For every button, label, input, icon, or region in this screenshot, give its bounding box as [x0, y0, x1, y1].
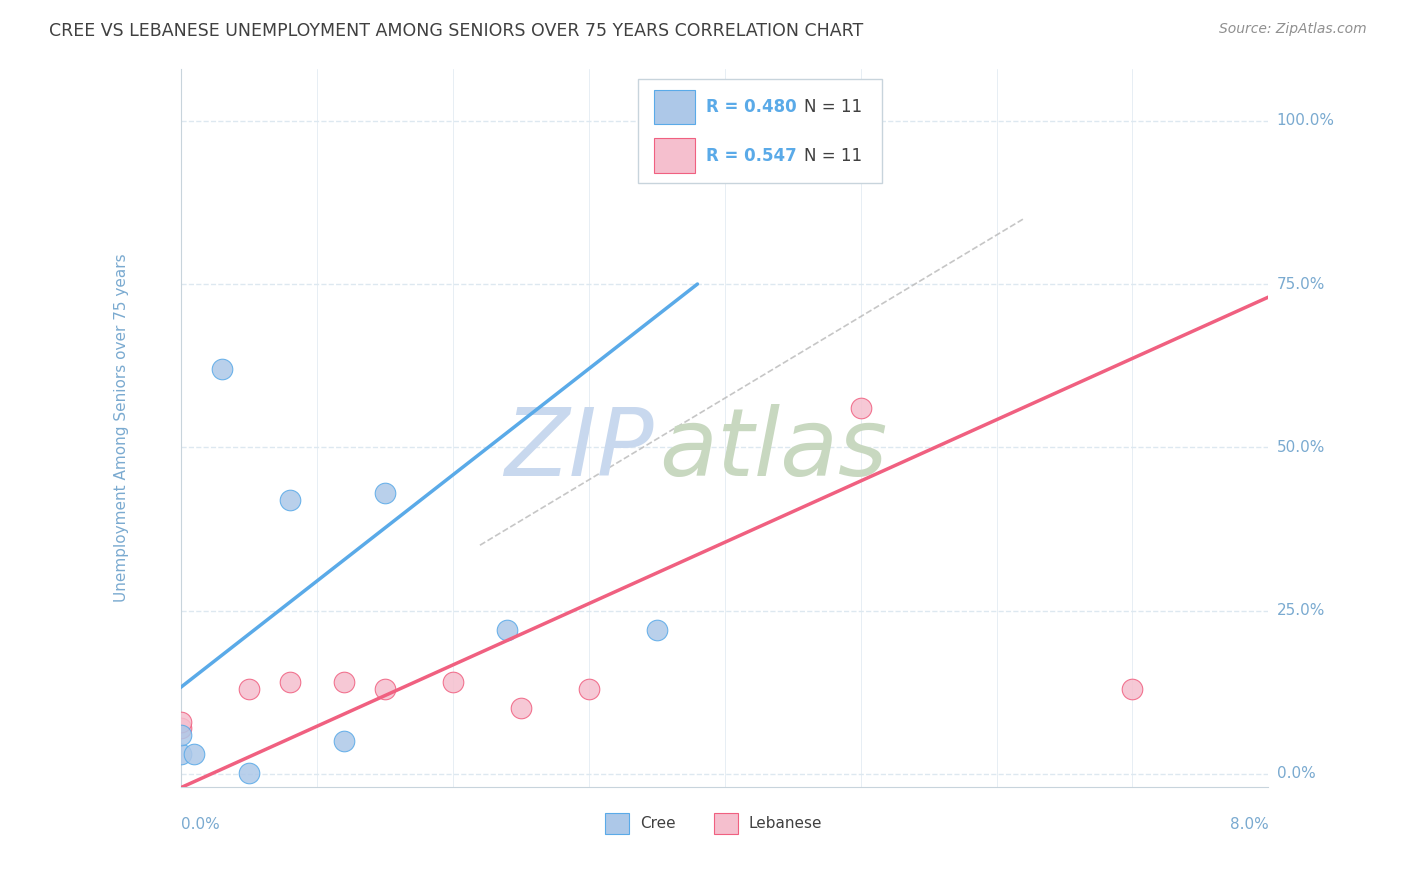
- Text: Unemployment Among Seniors over 75 years: Unemployment Among Seniors over 75 years: [114, 253, 128, 602]
- Point: [278, 675, 301, 690]
- Point: [333, 734, 356, 748]
- Text: N = 11: N = 11: [804, 146, 862, 165]
- Point: [170, 747, 193, 762]
- Text: 100.0%: 100.0%: [1277, 113, 1334, 128]
- Point: [374, 681, 396, 696]
- Point: [509, 701, 531, 715]
- FancyBboxPatch shape: [714, 814, 738, 833]
- FancyBboxPatch shape: [605, 814, 628, 833]
- Point: [441, 675, 464, 690]
- Point: [645, 623, 668, 637]
- Text: 25.0%: 25.0%: [1277, 603, 1324, 618]
- FancyBboxPatch shape: [638, 79, 883, 184]
- Text: 75.0%: 75.0%: [1277, 277, 1324, 292]
- Point: [578, 681, 600, 696]
- Text: N = 11: N = 11: [804, 98, 862, 116]
- Point: [238, 681, 260, 696]
- Text: R = 0.480: R = 0.480: [706, 98, 797, 116]
- Text: Lebanese: Lebanese: [748, 816, 823, 831]
- Text: CREE VS LEBANESE UNEMPLOYMENT AMONG SENIORS OVER 75 YEARS CORRELATION CHART: CREE VS LEBANESE UNEMPLOYMENT AMONG SENI…: [49, 22, 863, 40]
- Point: [278, 492, 301, 507]
- Point: [238, 766, 260, 780]
- Text: Cree: Cree: [640, 816, 675, 831]
- Point: [170, 714, 193, 729]
- FancyBboxPatch shape: [654, 90, 696, 124]
- Text: 8.0%: 8.0%: [1230, 817, 1268, 832]
- Point: [170, 721, 193, 735]
- Text: R = 0.547: R = 0.547: [706, 146, 797, 165]
- Text: ZIP: ZIP: [505, 404, 654, 495]
- Point: [374, 486, 396, 500]
- Point: [333, 675, 356, 690]
- Point: [183, 747, 205, 762]
- Point: [849, 401, 872, 416]
- Point: [211, 362, 233, 376]
- Point: [170, 728, 193, 742]
- Point: [686, 113, 709, 128]
- Text: 0.0%: 0.0%: [181, 817, 219, 832]
- Point: [1121, 681, 1143, 696]
- FancyBboxPatch shape: [654, 138, 696, 173]
- Text: 50.0%: 50.0%: [1277, 440, 1324, 455]
- Text: Source: ZipAtlas.com: Source: ZipAtlas.com: [1219, 22, 1367, 37]
- Text: atlas: atlas: [659, 404, 887, 495]
- Text: 0.0%: 0.0%: [1277, 766, 1316, 781]
- Point: [496, 623, 519, 637]
